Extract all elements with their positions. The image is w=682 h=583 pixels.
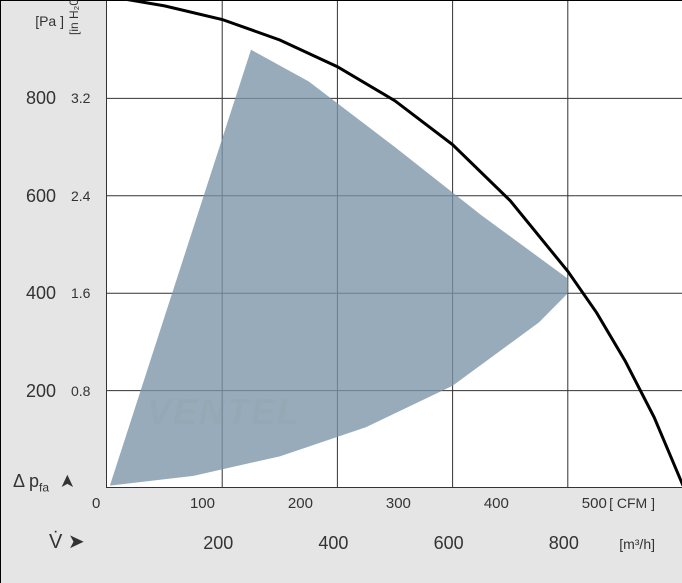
y-secondary-tick: 3.2 (71, 90, 90, 106)
y-secondary-tick: 1.6 (71, 285, 90, 301)
x-axis-title: V̇ ➤ (49, 529, 85, 554)
vdot-label: V̇ (49, 531, 62, 553)
plot-area: VENTEL (106, 1, 682, 488)
x-secondary-tick: 0 (92, 495, 100, 512)
x-secondary-unit: [ CFM ] (609, 495, 655, 511)
x-primary-tick: 600 (434, 533, 464, 554)
delta-p-label: Δ p (13, 471, 39, 491)
x-primary-tick: 200 (203, 533, 233, 554)
y-secondary-tick: 2.4 (71, 188, 90, 204)
x-secondary-tick: 400 (484, 495, 509, 512)
x-primary-tick: 400 (318, 533, 348, 554)
x-secondary-tick: 200 (288, 495, 313, 512)
y-axis-margin (1, 1, 106, 488)
y-axis-title: Δ pfa ➤ (13, 471, 75, 495)
chart-svg (107, 1, 682, 488)
y-primary-unit: [Pa ] (9, 13, 64, 29)
x-secondary-tick: 500 (582, 495, 607, 512)
x-primary-tick: 800 (549, 533, 579, 554)
y-primary-tick: 600 (6, 186, 56, 207)
fan-chart: VENTEL [Pa ] [in H₂0 ] 200 400 600 800 0.8 1… (0, 0, 682, 583)
y-primary-tick: 800 (6, 88, 56, 109)
y-secondary-tick: 0.8 (71, 383, 90, 399)
y-primary-tick: 200 (6, 381, 56, 402)
x-secondary-tick: 300 (386, 495, 411, 512)
right-arrow-icon: ➤ (68, 529, 85, 554)
x-secondary-tick: 100 (190, 495, 215, 512)
x-primary-unit: [m³/h] (619, 536, 655, 552)
y-primary-tick: 400 (6, 283, 56, 304)
delta-p-sub: fa (39, 481, 49, 495)
up-arrow-icon: ➤ (57, 474, 78, 489)
y-secondary-unit: [in H₂0 ] (67, 0, 81, 35)
